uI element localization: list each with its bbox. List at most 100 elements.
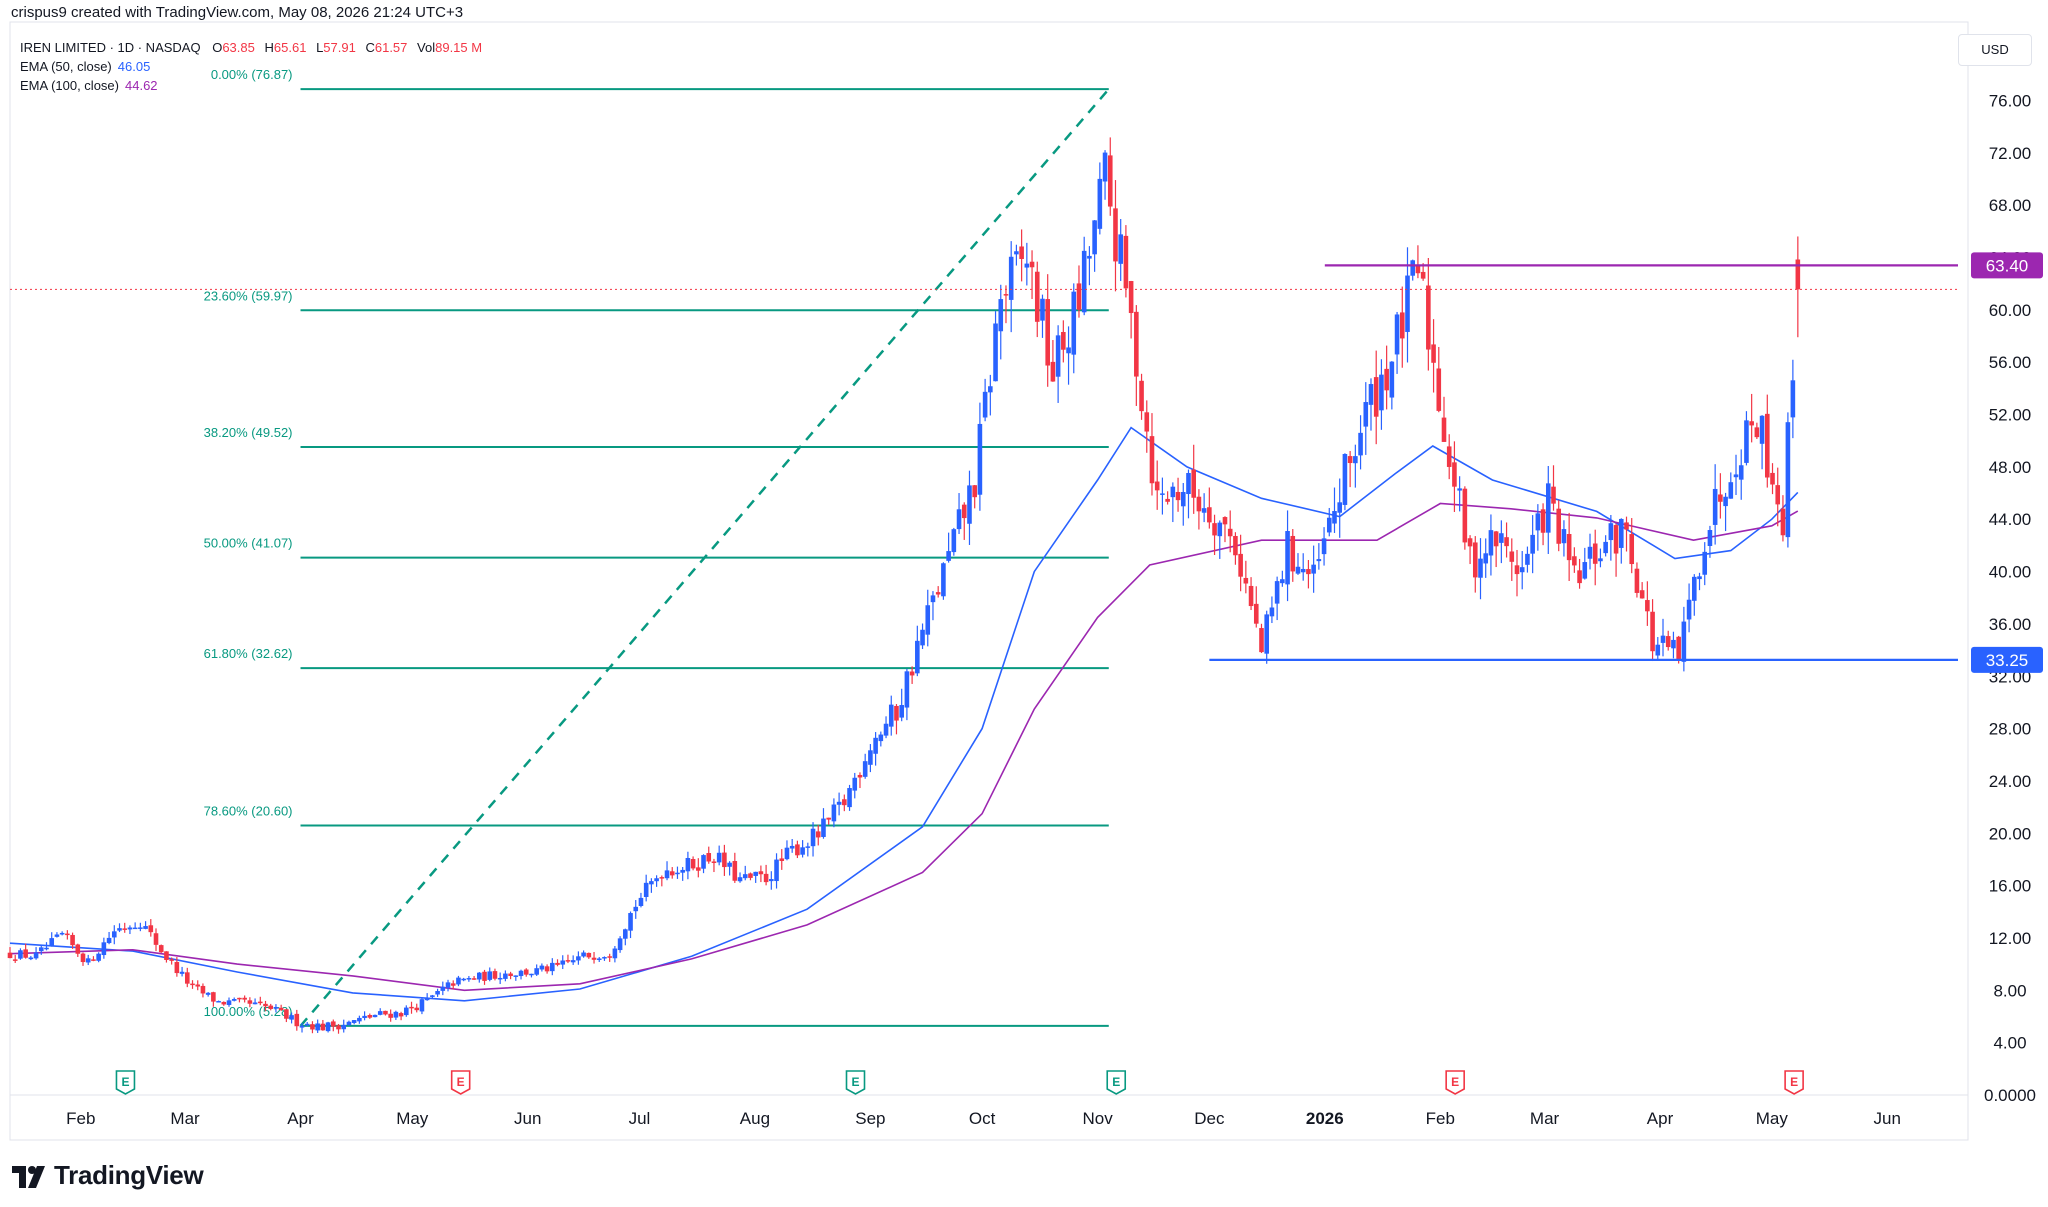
candle-body — [357, 1017, 362, 1022]
candle-body — [1264, 614, 1270, 654]
close-value: 61.57 — [374, 40, 408, 55]
candle-body — [1671, 639, 1676, 649]
candle-body — [1488, 530, 1494, 556]
earnings-marker-label: E — [1451, 1075, 1459, 1089]
candle-body — [779, 858, 785, 861]
earnings-marker-label: E — [851, 1075, 859, 1089]
candle-body — [1139, 380, 1144, 412]
candle-body — [96, 953, 101, 961]
candle-body — [1019, 246, 1024, 259]
candle-body — [1399, 312, 1405, 339]
volume-label: Vol — [417, 40, 436, 55]
candle-body — [1744, 420, 1749, 463]
y-tick-label: 76.00 — [1989, 92, 2032, 111]
ema50-legend[interactable]: EMA (50, close) 46.05 — [20, 59, 150, 74]
x-tick-label: Feb — [1426, 1109, 1455, 1128]
candle-body — [1712, 488, 1718, 525]
x-tick-label: Mar — [170, 1109, 200, 1128]
candle-body — [675, 872, 680, 875]
fib-trend-line — [299, 88, 1110, 1027]
candle-body — [398, 1013, 404, 1017]
x-tick-label: Jun — [1874, 1109, 1901, 1128]
candle-body — [1379, 374, 1384, 411]
ema-lines — [9, 426, 1799, 1002]
candle-body — [591, 957, 597, 960]
candle-body — [1764, 413, 1770, 478]
candle-body — [654, 878, 659, 882]
candle-body — [12, 959, 18, 961]
candle-body — [1645, 600, 1650, 612]
candle-body — [1540, 509, 1546, 533]
tradingview-logo-text: TradingView — [54, 1160, 204, 1190]
y-tick-label: 0.0000 — [1984, 1086, 2036, 1105]
candle-body — [1300, 568, 1306, 573]
candle-body — [1556, 508, 1562, 544]
candle-body — [826, 817, 831, 820]
low-label: L — [316, 40, 324, 55]
candle-body — [1353, 456, 1358, 464]
candle-body — [138, 927, 143, 929]
candle-body — [143, 926, 148, 929]
candle-body — [1102, 152, 1108, 182]
ema100-legend[interactable]: EMA (100, close) 44.62 — [20, 78, 158, 93]
candle-body — [80, 953, 86, 963]
candle-body — [993, 323, 998, 382]
candle-body — [1530, 534, 1535, 554]
candle-body — [424, 998, 430, 1001]
earnings-marker-icon[interactable] — [450, 1070, 471, 1095]
candle-body — [1196, 496, 1202, 512]
support-price-label: 33.25 — [1986, 651, 2029, 670]
candle-body — [831, 804, 837, 822]
candle-body — [1191, 469, 1196, 498]
earnings-marker-icon[interactable] — [1784, 1070, 1804, 1095]
candle-body — [1733, 474, 1739, 478]
candle-body — [1081, 250, 1087, 313]
earnings-marker-icon[interactable] — [1106, 1070, 1127, 1095]
candle-body — [623, 929, 628, 939]
candle-body — [237, 997, 242, 1000]
candle-body — [456, 977, 461, 985]
ema100-value: 44.62 — [125, 78, 158, 93]
candle-body — [1259, 628, 1264, 653]
candle-body — [930, 595, 936, 603]
candle-body — [471, 978, 477, 980]
symbol-legend[interactable]: IREN LIMITED · 1D · NASDAQ O63.85 H65.61… — [20, 40, 482, 55]
fib-level-label: 61.80% (32.62) — [204, 646, 293, 661]
currency-button[interactable]: USD — [1958, 34, 2032, 66]
earnings-marker-icon[interactable] — [845, 1070, 866, 1095]
y-tick-label: 72.00 — [1989, 144, 2032, 163]
earnings-marker-icon[interactable] — [1445, 1070, 1465, 1095]
candle-body — [649, 881, 654, 885]
candle-body — [310, 1024, 315, 1030]
candle-body — [106, 937, 112, 944]
candle-body — [544, 966, 550, 972]
candle-body — [127, 927, 133, 930]
candle-body — [377, 1011, 383, 1015]
candle-body — [1608, 523, 1614, 541]
candle-body — [596, 958, 602, 960]
candle-body — [1222, 517, 1228, 525]
x-tick-label: Jun — [514, 1109, 541, 1128]
candle-body — [1097, 178, 1103, 229]
candle-body — [1154, 481, 1160, 491]
candle-body — [1478, 558, 1483, 578]
candle-body — [1420, 271, 1426, 279]
candle-body — [602, 957, 607, 959]
candle-body — [1066, 347, 1071, 354]
candle-body — [643, 882, 649, 897]
x-tick-label: May — [1756, 1109, 1789, 1128]
candle-body — [1008, 256, 1014, 300]
candle-body — [550, 962, 555, 972]
candle-body — [1071, 291, 1077, 355]
earnings-marker-icon[interactable] — [115, 1070, 136, 1095]
open-label: O — [212, 40, 223, 55]
candle-body — [304, 1023, 310, 1026]
tradingview-logo[interactable]: TradingView — [12, 1160, 204, 1191]
candle-body — [1624, 522, 1629, 530]
candle-body — [487, 971, 493, 980]
candle-body — [1050, 361, 1056, 382]
candle-body — [1332, 511, 1337, 524]
candle-body — [1180, 492, 1186, 507]
ema50-line — [9, 426, 1799, 1002]
